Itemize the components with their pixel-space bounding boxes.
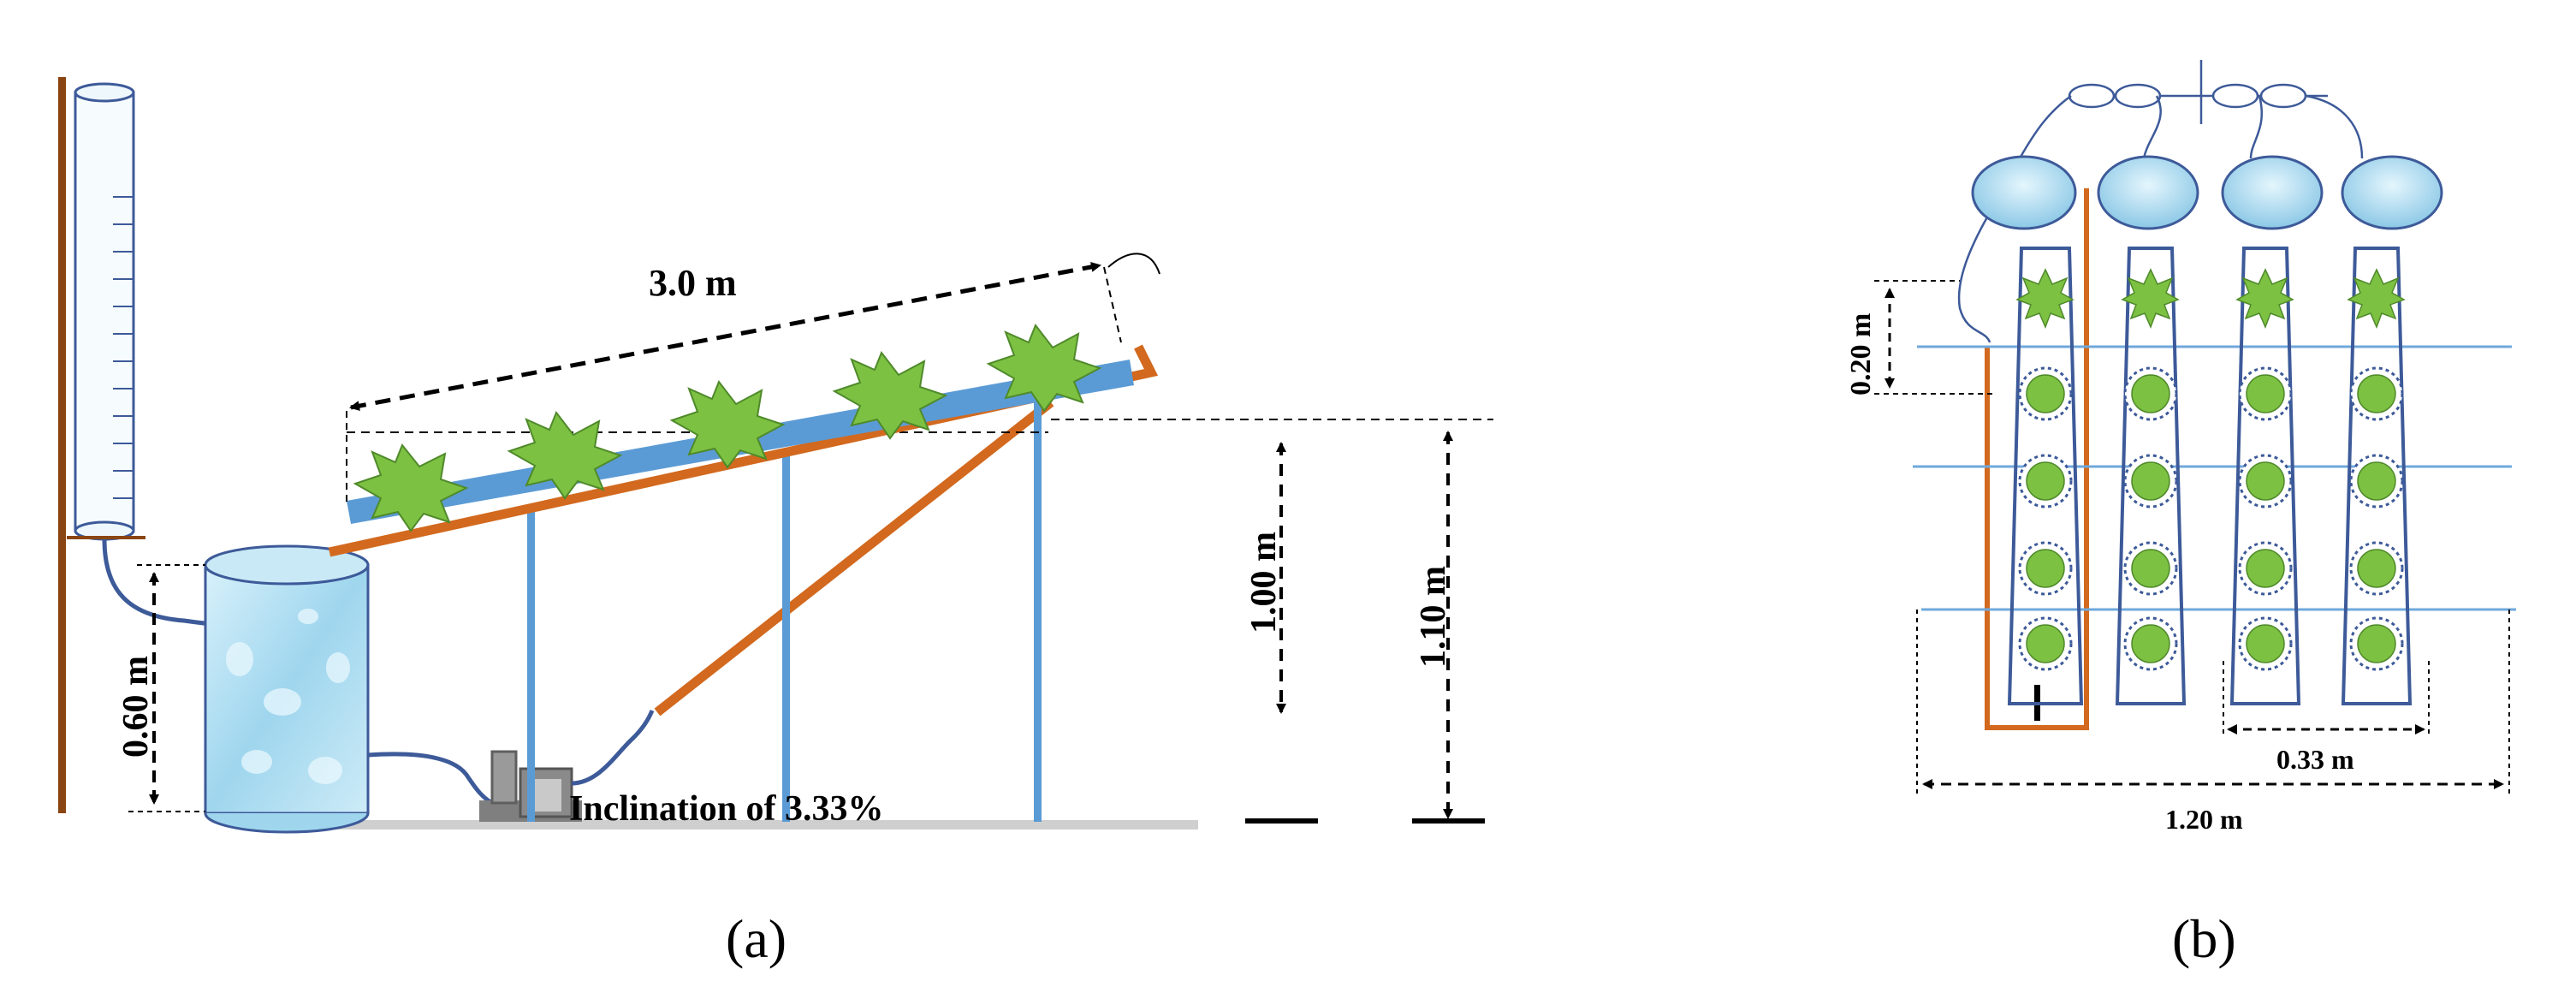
- drain-pipe: [1985, 188, 2089, 730]
- channel: [2115, 247, 2187, 705]
- plant-icon: [2347, 268, 2406, 329]
- pot-icon: [2221, 155, 2324, 230]
- pot-icon: [2097, 155, 2199, 230]
- inclination-label: Inclination of 3.33%: [569, 789, 884, 829]
- channel-spacing-label: 0.33 m: [2276, 744, 2354, 775]
- plant-holder-icon: [2018, 616, 2073, 671]
- plant-holder-icon: [2238, 454, 2293, 508]
- plant-icon: [2121, 268, 2180, 329]
- panel-a: 0.60 m: [58, 77, 1493, 969]
- plant-holder-icon: [2123, 454, 2178, 508]
- plant-holder-icon: [2018, 454, 2073, 508]
- total-width-label: 1.20 m: [2165, 804, 2243, 835]
- plant-holder-icon: [2018, 541, 2073, 596]
- plant-icon: [2015, 268, 2074, 329]
- height-1-label: 1.00 m: [1244, 532, 1284, 633]
- drip-emitter-icon: [1107, 253, 1160, 275]
- panel-a-caption: (a): [726, 908, 786, 969]
- plant-holder-icon: [2349, 454, 2404, 508]
- manifold: [1957, 60, 2364, 343]
- pot-row: [1971, 155, 2443, 230]
- panel-b-caption: (b): [2172, 908, 2236, 969]
- length-arrow: [349, 261, 1101, 412]
- plant-icon: [2235, 268, 2294, 329]
- plant-holder-icon: [2349, 616, 2404, 671]
- channel: [2229, 247, 2301, 705]
- plant-holder-icon: [2018, 366, 2073, 421]
- plant-holder-icon: [2349, 541, 2404, 596]
- channel-frame: [328, 344, 1159, 557]
- channel: [2341, 247, 2413, 705]
- plant-holder-icon: [2123, 366, 2178, 421]
- plant-icon: [507, 410, 623, 500]
- height-2-label: 1.10 m: [1414, 566, 1453, 668]
- channels: [2007, 247, 2413, 705]
- plant-holders: [2018, 366, 2404, 671]
- graduated-cylinder-icon: [67, 82, 145, 541]
- panel-b: 0.20 m 0.33 m 1.20 m (b): [1845, 60, 2516, 969]
- pole: [58, 77, 66, 813]
- plant-holder-icon: [2123, 616, 2178, 671]
- channel-plants-b: [2015, 268, 2406, 671]
- return-pipe: [654, 398, 1054, 717]
- reservoir-height-label: 0.60 m: [116, 656, 156, 758]
- pot-icon: [1971, 155, 2077, 230]
- plant-holder-icon: [2238, 616, 2293, 671]
- pump-outlet-hose: [571, 710, 655, 786]
- length-label: 3.0 m: [649, 262, 737, 304]
- plant-icon: [986, 323, 1102, 413]
- plant-holder-icon: [2238, 541, 2293, 596]
- pump-hose: [367, 752, 497, 807]
- plant-holder-icon: [2349, 366, 2404, 421]
- support-poles: [527, 402, 1042, 822]
- pot-icon: [2341, 155, 2443, 230]
- plant-holder-icon: [2238, 366, 2293, 421]
- ground-line: [248, 820, 1198, 830]
- channel: [2007, 247, 2084, 705]
- water-reservoir-icon: [204, 544, 370, 834]
- plant-icon: [353, 443, 469, 532]
- plant-spacing-label: 0.20 m: [1845, 313, 1877, 395]
- plant-holder-icon: [2123, 541, 2178, 596]
